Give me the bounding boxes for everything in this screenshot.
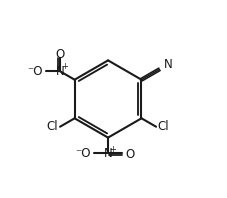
- Text: ⁻O: ⁻O: [75, 147, 90, 160]
- Text: +: +: [109, 145, 116, 154]
- Text: ⁻O: ⁻O: [27, 65, 43, 78]
- Text: N: N: [163, 58, 172, 71]
- Text: +: +: [61, 62, 68, 71]
- Text: O: O: [125, 148, 134, 161]
- Text: N: N: [55, 65, 64, 78]
- Text: N: N: [103, 147, 112, 160]
- Text: Cl: Cl: [157, 120, 168, 133]
- Text: Cl: Cl: [47, 120, 58, 133]
- Text: O: O: [55, 48, 64, 61]
